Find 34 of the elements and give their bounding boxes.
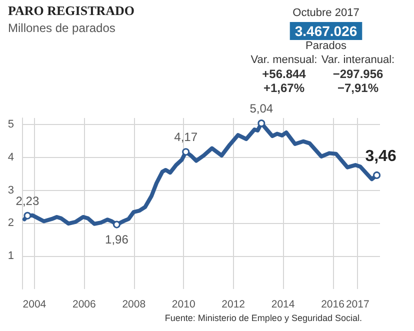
annotation: 1,96 xyxy=(105,232,129,246)
x-tick-label: 2004 xyxy=(22,298,46,310)
source-note: Fuente: Ministerio de Empleo y Seguridad Social. xyxy=(164,313,362,323)
text: 3.467.026 xyxy=(294,23,358,39)
text: Var. interanual: xyxy=(321,54,395,66)
x-tick-label: 2008 xyxy=(122,298,146,310)
y-tick-label: 4 xyxy=(8,151,14,164)
x-tick-label: 2010 xyxy=(172,298,196,310)
text: +56.844 xyxy=(262,67,306,81)
y-tick-label: 1 xyxy=(8,250,14,262)
x-tick-label: 2016 xyxy=(321,298,345,310)
x-tick-label: 2017 xyxy=(346,298,370,310)
point xyxy=(373,171,381,179)
text: Octubre 2017 xyxy=(292,7,360,19)
point xyxy=(24,212,32,220)
point xyxy=(182,148,190,156)
annotation: 5,04 xyxy=(250,102,274,116)
text: +1,67% xyxy=(263,81,305,95)
x-tick-label: 2012 xyxy=(222,298,246,310)
text: −7,91% xyxy=(337,81,379,95)
y-tick-label: 5 xyxy=(8,118,14,131)
y-tick-label: 3 xyxy=(8,184,14,196)
point xyxy=(112,220,120,228)
chart-title: PARO REGISTRADO xyxy=(8,3,135,18)
annotation: 2,23 xyxy=(16,194,40,208)
annotation: 4,17 xyxy=(174,130,198,144)
x-tick-label: 2006 xyxy=(72,298,96,310)
text: Parados xyxy=(306,40,347,52)
annotation: 3,46 xyxy=(365,148,396,165)
text: Var. mensual: xyxy=(250,54,318,66)
y-tick-label: 2 xyxy=(8,217,14,230)
x-tick-label: 2014 xyxy=(271,298,295,310)
chart-subtitle: Millones de parados xyxy=(8,21,116,35)
text: −297.956 xyxy=(332,67,384,81)
